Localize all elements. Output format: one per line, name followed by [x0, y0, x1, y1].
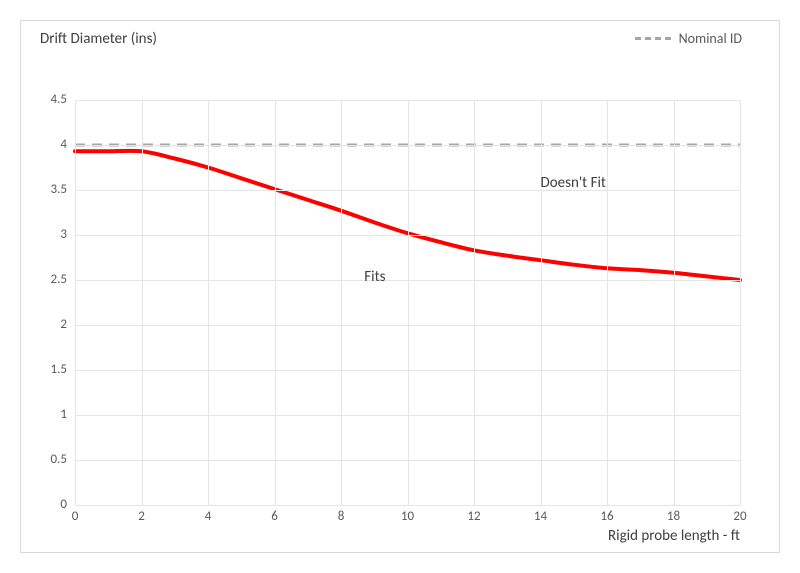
- y-tick-label: 3.5: [37, 182, 67, 197]
- y-tick-label: 2: [37, 317, 67, 332]
- x-tick-label: 4: [205, 509, 212, 524]
- annotation-fits: Fits: [364, 268, 385, 286]
- y-tick-label: 4.5: [37, 92, 67, 107]
- y-tick-label: 0.5: [37, 452, 67, 467]
- x-tick-label: 8: [338, 509, 345, 524]
- y-tick-label: 1: [37, 407, 67, 422]
- x-tick-label: 20: [733, 509, 746, 524]
- gridline-v: [740, 100, 741, 505]
- gridline-v: [275, 100, 276, 505]
- gridline-v: [142, 100, 143, 505]
- gridline-v: [208, 100, 209, 505]
- x-tick-label: 6: [271, 509, 278, 524]
- legend-nominal-id: Nominal ID: [635, 30, 742, 47]
- x-tick-label: 18: [667, 509, 680, 524]
- x-axis-title: Rigid probe length - ft: [608, 527, 740, 545]
- y-tick-label: 0: [37, 497, 67, 512]
- legend-swatch-icon: [635, 37, 671, 40]
- x-tick-label: 16: [600, 509, 613, 524]
- annotation-doesnt_fit: Doesn't Fit: [541, 174, 606, 192]
- chart-canvas: Nominal ID Drift Diameter (ins) Rigid pr…: [0, 0, 800, 573]
- y-tick-label: 3: [37, 227, 67, 242]
- y-tick-label: 1.5: [37, 362, 67, 377]
- y-tick-label: 4: [37, 137, 67, 152]
- x-tick-label: 12: [467, 509, 480, 524]
- plot-area: Fits Doesn't Fit: [75, 100, 740, 505]
- gridline-v: [607, 100, 608, 505]
- gridline-v: [674, 100, 675, 505]
- x-tick-label: 14: [534, 509, 547, 524]
- gridline-v: [75, 100, 76, 505]
- x-tick-label: 10: [401, 509, 414, 524]
- x-tick-label: 0: [72, 509, 79, 524]
- y-axis-title: Drift Diameter (ins): [40, 30, 157, 48]
- gridline-v: [341, 100, 342, 505]
- gridline-v: [408, 100, 409, 505]
- gridline-v: [541, 100, 542, 505]
- gridline-v: [474, 100, 475, 505]
- y-tick-label: 2.5: [37, 272, 67, 287]
- legend-label: Nominal ID: [679, 30, 742, 47]
- gridline-h: [75, 505, 740, 506]
- x-tick-label: 2: [138, 509, 145, 524]
